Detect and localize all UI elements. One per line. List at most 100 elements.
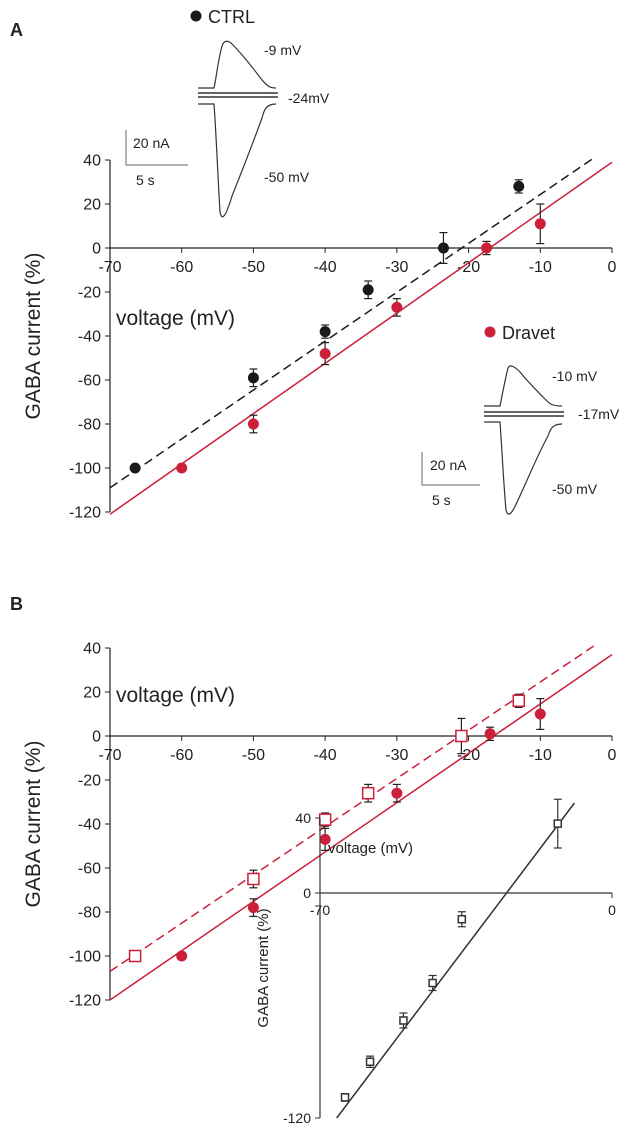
- panel-b-series-1-point: [455, 729, 468, 743]
- legend-marker-dravet: [484, 326, 496, 338]
- dravet-scale-current: 20 nA: [430, 457, 467, 473]
- panel-b-inset-y-tick-label: 40: [295, 810, 311, 826]
- ctrl-trace-hyperpolarized: [198, 103, 277, 218]
- panel-a-x-tick-label: -30: [385, 259, 408, 276]
- panel-b-series-1-point: [512, 694, 526, 708]
- panel-b-y-tick-label: -40: [78, 817, 101, 834]
- panel-b-inset-x-tick-label: 0: [608, 902, 616, 918]
- panel-b-x-tick-label: -50: [242, 747, 265, 764]
- legend-label-dravet: Dravet: [502, 323, 555, 343]
- dravet-current-traces: Dravet -10 mV -17mV -50 mV 20 nA 5 s: [421, 323, 620, 515]
- panel-a-series-2-point: [176, 462, 188, 474]
- panel-b-series-2-point: [534, 708, 546, 720]
- panel-a-series-1-point: [437, 242, 449, 254]
- panel-a-x-tick-label: -20: [457, 259, 480, 276]
- panel-b-inset-series-1-point: [553, 819, 563, 828]
- dravet-scale-time: 5 s: [432, 492, 451, 508]
- dravet-trace-reversal: [484, 411, 564, 417]
- ctrl-trace-label-2: -24mV: [288, 90, 330, 106]
- panel-b-inset-series-1-point: [457, 915, 467, 924]
- panel-b-y-tick-label: 20: [83, 685, 101, 702]
- panel-a-series-2-point: [319, 348, 331, 360]
- panel-b-inset-series-1-point: [428, 978, 437, 988]
- panel-b-inset-series-1-point: [340, 1093, 350, 1102]
- panel-a-series-1-point: [129, 462, 141, 474]
- panel-b-y-tick-label: -120: [69, 993, 101, 1010]
- dravet-trace-hyperpolarized: [484, 421, 563, 515]
- panel-b-series-2-point: [484, 728, 496, 740]
- panel-b-series-2-point: [176, 950, 188, 962]
- panel-a-series-1-point: [513, 180, 525, 192]
- panel-b-y-axis-title: GABA current (%): [22, 741, 45, 908]
- panel-a-series-1-point: [362, 284, 374, 296]
- panel-b-inset-y-axis-title: GABA current (%): [255, 908, 272, 1027]
- panel-b-series-1-point: [318, 813, 332, 826]
- panel-a-y-tick-label: -20: [78, 285, 101, 302]
- panel-a-y-tick-label: -120: [69, 505, 101, 522]
- panel-b-y-tick-label: 0: [92, 729, 101, 746]
- panel-a-y-axis-title: GABA current (%): [22, 253, 45, 420]
- panel-b-x-tick-label: -10: [529, 747, 552, 764]
- ctrl-trace-depolarized: [198, 40, 277, 89]
- panel-a-x-tick-label: -40: [314, 259, 337, 276]
- panel-b-x-tick-label: -40: [314, 747, 337, 764]
- ctrl-scale-time: 5 s: [136, 172, 155, 188]
- panel-b-y-tick-label: -100: [69, 949, 101, 966]
- panel-a-y-tick-label: -40: [78, 329, 101, 346]
- panel-b-x-tick-label: 0: [608, 747, 617, 764]
- panel-a-x-tick-label: -50: [242, 259, 265, 276]
- dravet-scale-bar: [421, 452, 480, 486]
- panel-a-series-2-fit-line: [109, 161, 613, 515]
- dravet-trace-depolarized: [484, 365, 563, 407]
- panel-a-y-tick-label: -80: [78, 417, 101, 434]
- panel-b-x-tick-label: -30: [385, 747, 408, 764]
- panel-b-y-tick-label: 40: [83, 641, 101, 658]
- ctrl-scale-current: 20 nA: [133, 135, 170, 151]
- panel-a-x-tick-label: -60: [170, 259, 193, 276]
- panel-a-y-tick-label: 0: [92, 241, 101, 258]
- ctrl-trace-label-3: -50 mV: [264, 169, 310, 185]
- panel-a-y-tick-label: 20: [83, 197, 101, 214]
- ctrl-scale-bar: [125, 130, 188, 166]
- dravet-trace-label-1: -10 mV: [552, 368, 598, 384]
- dravet-trace-label-3: -50 mV: [552, 481, 598, 497]
- panel-b-series-1-point: [361, 786, 375, 800]
- panel-a-x-axis-title: voltage (mV): [116, 307, 235, 330]
- legend-marker-ctrl: [190, 10, 202, 22]
- panel-b-series-2-point: [247, 902, 259, 914]
- panel-a-y-tick-label: -100: [69, 461, 101, 478]
- panel-b-y-tick-label: -20: [78, 773, 101, 790]
- panel-a-series-2-point: [391, 301, 403, 313]
- dravet-trace-label-2: -17mV: [578, 406, 620, 422]
- ctrl-current-traces: CTRL -9 mV -24mV -50 mV 20 nA 5 s: [125, 7, 330, 218]
- panel-a-y-tick-label: 40: [83, 153, 101, 170]
- panel-b-series-2-point: [319, 833, 331, 845]
- panel-b-x-axis-title: voltage (mV): [116, 684, 235, 707]
- panel-b-series-1-point: [247, 872, 260, 886]
- panel-b-inset-series-1-point: [399, 1016, 408, 1025]
- panel-a-series-1-point: [247, 372, 259, 384]
- panel-b-series-2-point: [391, 787, 403, 799]
- panel-a-y-tick-label: -60: [78, 373, 101, 390]
- panel-b-inset-y-tick-label: -120: [283, 1110, 311, 1125]
- panel-b-y-tick-label: -60: [78, 861, 101, 878]
- panel-b-inset-x-tick-label: -70: [310, 902, 330, 918]
- legend-label-ctrl: CTRL: [208, 7, 255, 27]
- panel-a-x-tick-label: 0: [608, 259, 617, 276]
- panel-b-inset-x-axis-title: voltage (mV): [328, 840, 413, 857]
- panel-b-x-tick-label: -70: [98, 747, 121, 764]
- panel-b-x-tick-label: -60: [170, 747, 193, 764]
- panel-b-inset-y-tick-label: 0: [303, 885, 311, 901]
- panel-b-inset-series-1-fit-line: [336, 802, 576, 1119]
- panel-b-series-2-fit-line: [109, 653, 613, 1001]
- panel-a-series-2-point: [247, 418, 259, 430]
- panel-label-b: B: [10, 594, 23, 614]
- panel-a-x-tick-label: -70: [98, 259, 121, 276]
- panel-b-series-1-point: [128, 949, 142, 963]
- ctrl-trace-label-1: -9 mV: [264, 42, 302, 58]
- ctrl-trace-reversal: [198, 92, 278, 98]
- panel-a-series-1-point: [319, 326, 331, 338]
